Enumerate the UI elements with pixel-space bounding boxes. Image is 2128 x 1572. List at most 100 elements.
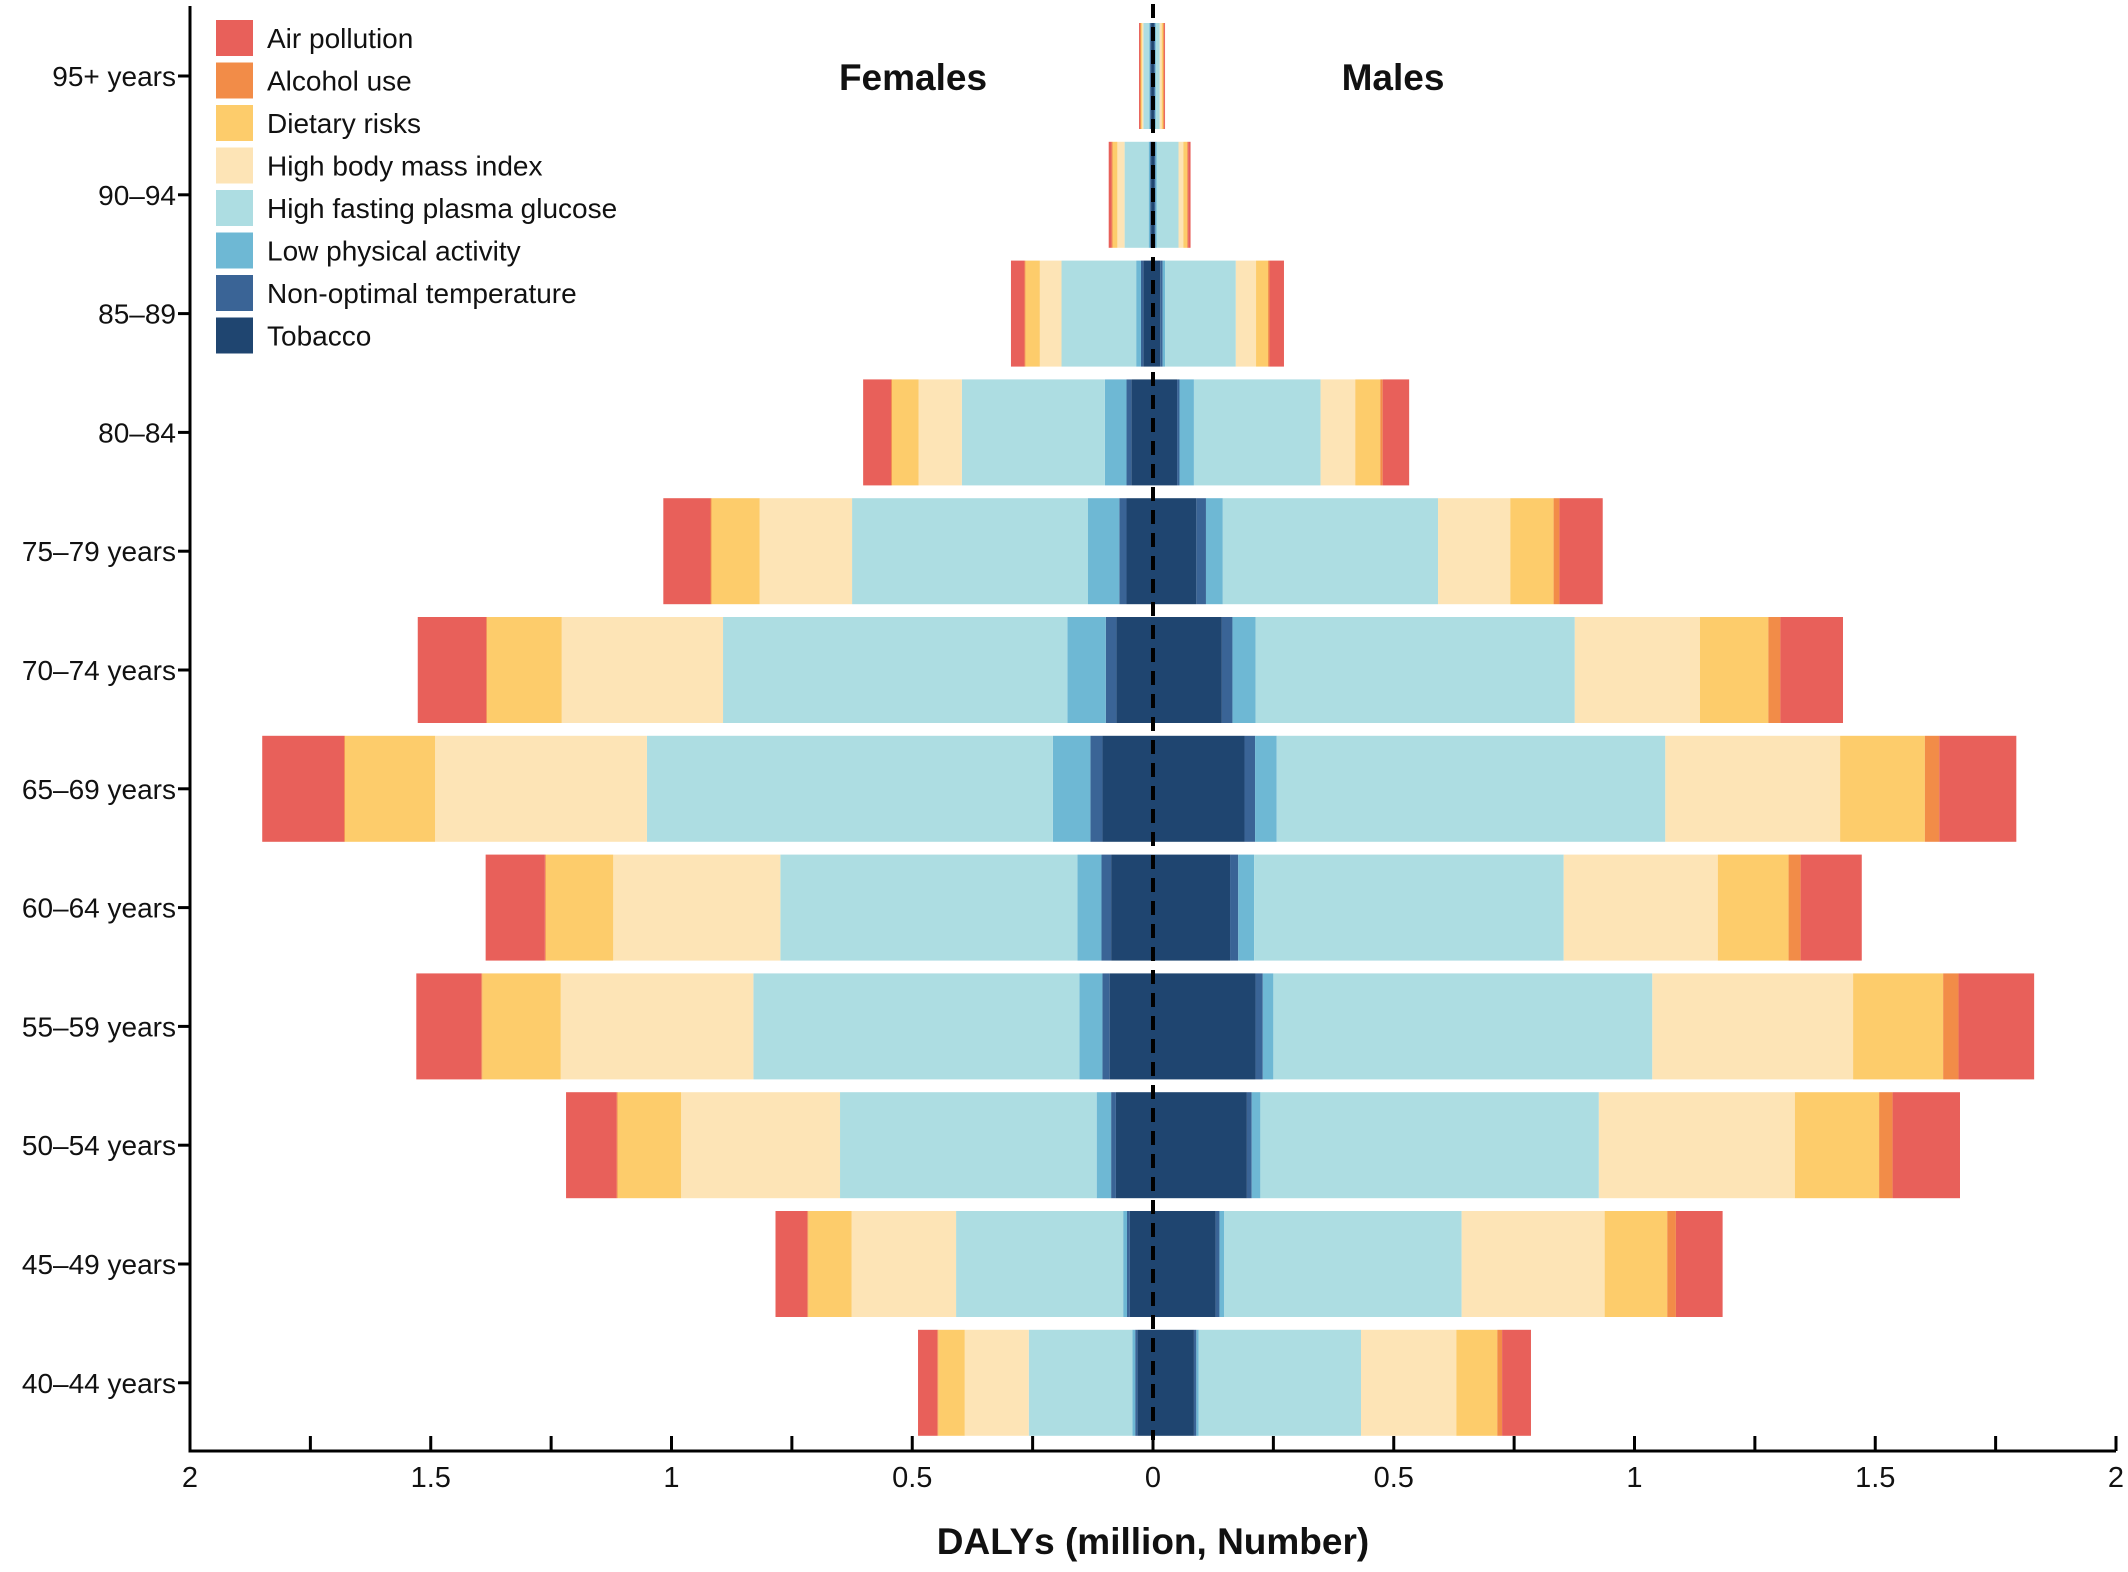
bar-male-55-59-years-low-physical-activity xyxy=(1262,973,1274,1080)
bar-male-55-59-years-dietary-risks xyxy=(1853,973,1944,1080)
bar-female-55-59-years-low-physical-activity xyxy=(1079,973,1103,1080)
bar-male-95-years-alcohol-use xyxy=(1163,23,1165,129)
bar-female-95-years-non-optimal-temperature xyxy=(1150,23,1152,129)
bar-female-65-69-years-tobacco xyxy=(1102,735,1153,842)
y-tick-label: 50–54 years xyxy=(22,1130,176,1161)
legend-label: Non-optimal temperature xyxy=(267,278,577,309)
bar-female-40-44-years-high-body-mass-index xyxy=(964,1329,1029,1436)
bar-female-70-74-years-high-fasting-plasma-glucose xyxy=(723,617,1068,723)
bar-female-45-49-years-tobacco xyxy=(1129,1211,1153,1317)
x-tick-label: 0.5 xyxy=(892,1462,932,1494)
bar-male-45-49-years-dietary-risks xyxy=(1604,1211,1668,1317)
bar-female-50-54-years-non-optimal-temperature xyxy=(1111,1092,1116,1199)
y-tick-label: 70–74 years xyxy=(22,655,176,686)
bar-male-75-79-years-air-pollution xyxy=(1559,498,1603,605)
bar-female-50-54-years-alcohol-use xyxy=(616,1092,618,1199)
bar-female-70-74-years-air-pollution xyxy=(417,617,487,723)
bar-female-80-84-high-body-mass-index xyxy=(918,379,962,486)
bar-female-60-64-years-high-fasting-plasma-glucose xyxy=(780,854,1078,961)
bar-male-75-79-years-high-fasting-plasma-glucose xyxy=(1222,498,1439,605)
bar-male-95-years-air-pollution xyxy=(1164,23,1166,129)
bar-male-70-74-years-air-pollution xyxy=(1780,617,1843,723)
bar-male-70-74-years-non-optimal-temperature xyxy=(1221,617,1233,723)
bar-female-75-79-years-air-pollution xyxy=(663,498,711,605)
bar-female-70-74-years-tobacco xyxy=(1116,617,1153,723)
y-tick-label: 65–69 years xyxy=(22,774,176,805)
bar-male-75-79-years-alcohol-use xyxy=(1553,498,1560,605)
bar-male-70-74-years-high-fasting-plasma-glucose xyxy=(1255,617,1575,723)
bar-male-50-54-years-non-optimal-temperature xyxy=(1246,1092,1252,1199)
bar-male-60-64-years-high-body-mass-index xyxy=(1563,854,1718,961)
bar-female-55-59-years-non-optimal-temperature xyxy=(1102,973,1110,1080)
bar-female-55-59-years-tobacco xyxy=(1109,973,1153,1080)
bar-male-50-54-years-dietary-risks xyxy=(1794,1092,1880,1199)
bar-male-50-54-years-alcohol-use xyxy=(1879,1092,1893,1199)
bar-female-60-64-years-high-body-mass-index xyxy=(613,854,781,961)
bar-male-65-69-years-high-fasting-plasma-glucose xyxy=(1276,735,1666,842)
bar-male-65-69-years-tobacco xyxy=(1153,735,1245,842)
legend-item-high-fasting-plasma-glucose: High fasting plasma glucose xyxy=(216,190,617,226)
bar-female-50-54-years-high-body-mass-index xyxy=(681,1092,841,1199)
bar-row-45-49-years xyxy=(775,1211,1723,1317)
x-tick-label: 0 xyxy=(1145,1462,1161,1494)
bar-male-60-64-years-non-optimal-temperature xyxy=(1230,854,1239,961)
legend-item-low-physical-activity: Low physical activity xyxy=(216,232,521,269)
bar-male-85-89-alcohol-use xyxy=(1268,260,1270,367)
bar-female-90-94-high-fasting-plasma-glucose xyxy=(1124,141,1149,248)
bar-female-70-74-years-low-physical-activity xyxy=(1067,617,1106,723)
bar-female-45-49-years-low-physical-activity xyxy=(1123,1211,1127,1317)
bar-male-60-64-years-low-physical-activity xyxy=(1238,854,1255,961)
bar-female-70-74-years-dietary-risks xyxy=(487,617,562,723)
bar-female-40-44-years-non-optimal-temperature xyxy=(1135,1329,1138,1436)
bar-female-90-94-dietary-risks xyxy=(1112,141,1118,248)
bar-male-85-89-low-physical-activity xyxy=(1162,260,1166,367)
bar-male-80-84-non-optimal-temperature xyxy=(1177,379,1180,486)
bar-female-75-79-years-high-fasting-plasma-glucose xyxy=(852,498,1088,605)
x-tick-label: 2 xyxy=(2108,1462,2124,1494)
bar-row-85-89 xyxy=(1010,260,1284,367)
bar-male-65-69-years-low-physical-activity xyxy=(1255,735,1277,842)
bar-male-95-years-high-fasting-plasma-glucose xyxy=(1155,23,1160,129)
bar-male-85-89-dietary-risks xyxy=(1256,260,1269,367)
bar-male-90-94-dietary-risks xyxy=(1183,141,1188,248)
bar-male-60-64-years-high-fasting-plasma-glucose xyxy=(1254,854,1564,961)
bar-row-60-64-years xyxy=(485,854,1862,961)
bar-male-55-59-years-alcohol-use xyxy=(1943,973,1959,1080)
y-tick-label: 45–49 years xyxy=(22,1249,176,1280)
bar-male-80-84-high-body-mass-index xyxy=(1320,379,1356,486)
bar-male-90-94-alcohol-use xyxy=(1187,141,1189,248)
legend-item-air-pollution: Air pollution xyxy=(216,20,413,56)
bar-male-85-89-high-fasting-plasma-glucose xyxy=(1165,260,1236,367)
bar-female-45-49-years-air-pollution xyxy=(775,1211,808,1317)
bar-male-55-59-years-tobacco xyxy=(1153,973,1256,1080)
bar-female-40-44-years-low-physical-activity xyxy=(1132,1329,1136,1436)
legend-swatch xyxy=(216,20,253,56)
bar-female-95-years-alcohol-use xyxy=(1139,23,1141,129)
bar-male-45-49-years-high-fasting-plasma-glucose xyxy=(1224,1211,1462,1317)
bar-male-85-89-tobacco xyxy=(1153,260,1161,367)
bar-female-75-79-years-alcohol-use xyxy=(710,498,712,605)
bars-layer xyxy=(262,23,2035,1436)
bar-male-70-74-years-alcohol-use xyxy=(1768,617,1781,723)
bar-female-90-94-air-pollution xyxy=(1108,141,1112,248)
bar-male-90-94-high-fasting-plasma-glucose xyxy=(1156,141,1179,248)
axes-layer: 2 1.5 1 0.5 0 0.5 1 1.5 2 95+ years 90–94 85–89 80–8… xyxy=(22,6,2124,1494)
legend-swatch xyxy=(216,105,253,141)
bar-female-40-44-years-high-fasting-plasma-glucose xyxy=(1028,1329,1133,1436)
x-tick-label: 2 xyxy=(182,1462,198,1494)
bar-female-55-59-years-air-pollution xyxy=(416,973,482,1080)
bar-female-90-94-non-optimal-temperature xyxy=(1150,141,1152,248)
bar-male-95-years-high-body-mass-index xyxy=(1159,23,1162,129)
bar-female-85-89-tobacco xyxy=(1143,260,1153,367)
bar-female-70-74-years-non-optimal-temperature xyxy=(1105,617,1117,723)
bar-male-80-84-tobacco xyxy=(1153,379,1178,486)
bar-male-45-49-years-air-pollution xyxy=(1675,1211,1723,1317)
bar-female-45-49-years-high-fasting-plasma-glucose xyxy=(956,1211,1124,1317)
bar-female-40-44-years-alcohol-use xyxy=(937,1329,939,1436)
bar-male-70-74-years-tobacco xyxy=(1153,617,1222,723)
bar-male-45-49-years-non-optimal-temperature xyxy=(1215,1211,1220,1317)
x-axis-title: DALYs (million, Number) xyxy=(937,1521,1369,1562)
x-tick-label: 1.5 xyxy=(1855,1462,1895,1494)
bar-female-45-49-years-alcohol-use xyxy=(807,1211,809,1317)
bar-female-65-69-years-high-body-mass-index xyxy=(435,735,647,842)
